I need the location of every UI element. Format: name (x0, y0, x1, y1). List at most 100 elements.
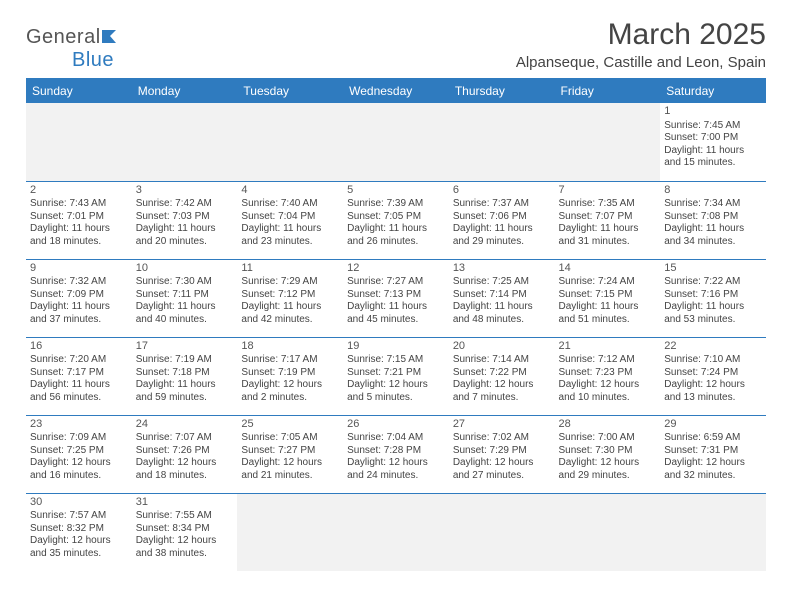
daylight-text: and 18 minutes. (136, 470, 234, 483)
daylight-text: and 59 minutes. (136, 392, 234, 405)
dow-header: Monday (132, 79, 238, 103)
title-block: March 2025 Alpanseque, Castille and Leon… (516, 18, 766, 71)
sunset-text: Sunset: 7:21 PM (347, 367, 445, 380)
sunrise-text: Sunrise: 7:35 AM (559, 198, 657, 211)
calendar-cell: 30Sunrise: 7:57 AMSunset: 8:32 PMDayligh… (26, 493, 132, 571)
sunrise-text: Sunrise: 7:32 AM (30, 276, 128, 289)
sunset-text: Sunset: 7:19 PM (241, 367, 339, 380)
daylight-text: and 31 minutes. (559, 236, 657, 249)
calendar-table: SundayMondayTuesdayWednesdayThursdayFrid… (26, 79, 766, 571)
sunset-text: Sunset: 7:16 PM (664, 289, 762, 302)
day-number: 8 (664, 184, 762, 198)
sunrise-text: Sunrise: 7:37 AM (453, 198, 551, 211)
daylight-text: Daylight: 11 hours (30, 301, 128, 314)
daylight-text: and 29 minutes. (559, 470, 657, 483)
calendar-cell (660, 493, 766, 571)
daylight-text: and 48 minutes. (453, 314, 551, 327)
day-number: 15 (664, 262, 762, 276)
day-number: 5 (347, 184, 445, 198)
sunrise-text: Sunrise: 7:55 AM (136, 510, 234, 523)
calendar-cell: 27Sunrise: 7:02 AMSunset: 7:29 PMDayligh… (449, 415, 555, 493)
day-number: 17 (136, 340, 234, 354)
daylight-text: and 35 minutes. (30, 548, 128, 561)
daylight-text: and 27 minutes. (453, 470, 551, 483)
calendar-cell (343, 493, 449, 571)
calendar-cell (555, 493, 661, 571)
sunset-text: Sunset: 7:03 PM (136, 211, 234, 224)
sunrise-text: Sunrise: 7:24 AM (559, 276, 657, 289)
daylight-text: Daylight: 12 hours (559, 457, 657, 470)
sunset-text: Sunset: 8:32 PM (30, 523, 128, 536)
day-number: 22 (664, 340, 762, 354)
daylight-text: and 42 minutes. (241, 314, 339, 327)
daylight-text: and 18 minutes. (30, 236, 128, 249)
day-number: 12 (347, 262, 445, 276)
daylight-text: Daylight: 12 hours (664, 457, 762, 470)
calendar-week: 30Sunrise: 7:57 AMSunset: 8:32 PMDayligh… (26, 493, 766, 571)
sunrise-text: Sunrise: 7:00 AM (559, 432, 657, 445)
day-number: 7 (559, 184, 657, 198)
daylight-text: and 51 minutes. (559, 314, 657, 327)
sunset-text: Sunset: 7:27 PM (241, 445, 339, 458)
sunrise-text: Sunrise: 7:20 AM (30, 354, 128, 367)
calendar-cell: 18Sunrise: 7:17 AMSunset: 7:19 PMDayligh… (237, 337, 343, 415)
daylight-text: Daylight: 11 hours (559, 301, 657, 314)
sunset-text: Sunset: 7:15 PM (559, 289, 657, 302)
daylight-text: and 13 minutes. (664, 392, 762, 405)
day-number: 14 (559, 262, 657, 276)
sunset-text: Sunset: 7:13 PM (347, 289, 445, 302)
daylight-text: Daylight: 11 hours (664, 145, 762, 158)
calendar-cell: 19Sunrise: 7:15 AMSunset: 7:21 PMDayligh… (343, 337, 449, 415)
sunrise-text: Sunrise: 7:42 AM (136, 198, 234, 211)
day-number: 18 (241, 340, 339, 354)
sunset-text: Sunset: 7:12 PM (241, 289, 339, 302)
calendar-cell (237, 493, 343, 571)
daylight-text: and 7 minutes. (453, 392, 551, 405)
calendar-page: GeneralBlue March 2025 Alpanseque, Casti… (0, 0, 792, 571)
sunrise-text: Sunrise: 7:15 AM (347, 354, 445, 367)
calendar-cell: 23Sunrise: 7:09 AMSunset: 7:25 PMDayligh… (26, 415, 132, 493)
calendar-cell (343, 103, 449, 181)
calendar-cell: 15Sunrise: 7:22 AMSunset: 7:16 PMDayligh… (660, 259, 766, 337)
sunrise-text: Sunrise: 7:27 AM (347, 276, 445, 289)
calendar-cell: 24Sunrise: 7:07 AMSunset: 7:26 PMDayligh… (132, 415, 238, 493)
calendar-cell: 22Sunrise: 7:10 AMSunset: 7:24 PMDayligh… (660, 337, 766, 415)
calendar-cell: 25Sunrise: 7:05 AMSunset: 7:27 PMDayligh… (237, 415, 343, 493)
daylight-text: and 38 minutes. (136, 548, 234, 561)
daylight-text: and 20 minutes. (136, 236, 234, 249)
brand-part1: General (26, 26, 101, 48)
calendar-cell: 5Sunrise: 7:39 AMSunset: 7:05 PMDaylight… (343, 181, 449, 259)
daylight-text: Daylight: 11 hours (559, 223, 657, 236)
day-number: 24 (136, 418, 234, 432)
calendar-head: SundayMondayTuesdayWednesdayThursdayFrid… (26, 79, 766, 103)
calendar-cell: 29Sunrise: 6:59 AMSunset: 7:31 PMDayligh… (660, 415, 766, 493)
sunrise-text: Sunrise: 6:59 AM (664, 432, 762, 445)
daylight-text: Daylight: 11 hours (241, 301, 339, 314)
sunset-text: Sunset: 7:31 PM (664, 445, 762, 458)
daylight-text: and 5 minutes. (347, 392, 445, 405)
dow-header: Tuesday (237, 79, 343, 103)
location-subtitle: Alpanseque, Castille and Leon, Spain (516, 54, 766, 71)
daylight-text: and 26 minutes. (347, 236, 445, 249)
daylight-text: and 45 minutes. (347, 314, 445, 327)
sunrise-text: Sunrise: 7:05 AM (241, 432, 339, 445)
sunrise-text: Sunrise: 7:30 AM (136, 276, 234, 289)
calendar-cell: 6Sunrise: 7:37 AMSunset: 7:06 PMDaylight… (449, 181, 555, 259)
sunset-text: Sunset: 7:29 PM (453, 445, 551, 458)
day-number: 13 (453, 262, 551, 276)
calendar-week: 1Sunrise: 7:45 AMSunset: 7:00 PMDaylight… (26, 103, 766, 181)
sunset-text: Sunset: 7:11 PM (136, 289, 234, 302)
sunrise-text: Sunrise: 7:07 AM (136, 432, 234, 445)
sunset-text: Sunset: 7:23 PM (559, 367, 657, 380)
daylight-text: and 37 minutes. (30, 314, 128, 327)
daylight-text: Daylight: 12 hours (241, 457, 339, 470)
brand-part2: Blue (72, 49, 114, 71)
daylight-text: Daylight: 12 hours (347, 457, 445, 470)
calendar-cell (132, 103, 238, 181)
sunrise-text: Sunrise: 7:14 AM (453, 354, 551, 367)
day-number: 19 (347, 340, 445, 354)
day-number: 30 (30, 496, 128, 510)
daylight-text: Daylight: 12 hours (30, 535, 128, 548)
sunrise-text: Sunrise: 7:25 AM (453, 276, 551, 289)
sunset-text: Sunset: 7:06 PM (453, 211, 551, 224)
